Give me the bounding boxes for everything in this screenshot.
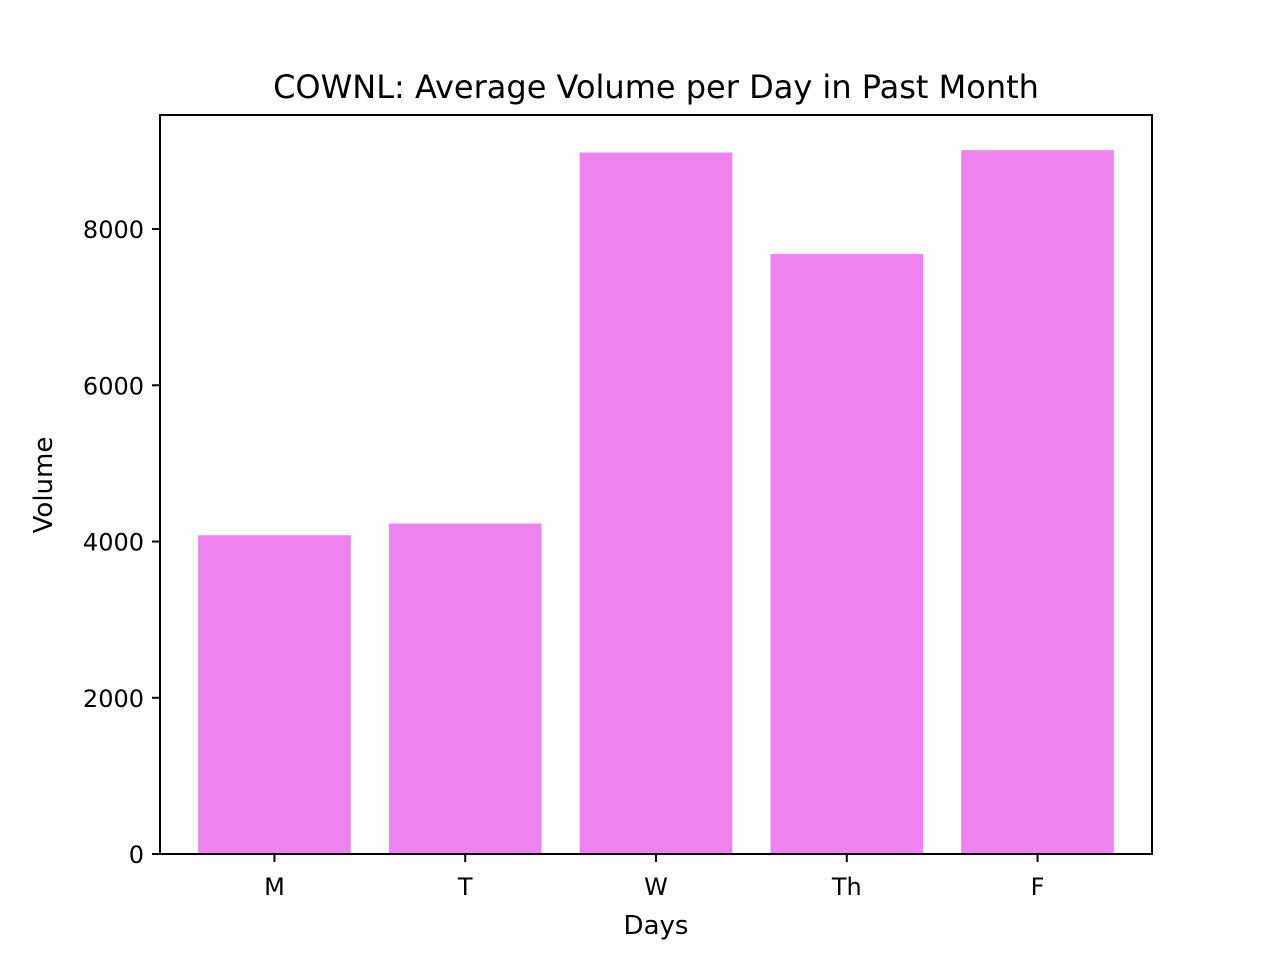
x-tick-label: T xyxy=(457,873,473,901)
bar-th xyxy=(770,254,924,855)
y-tick-label: 8000 xyxy=(83,216,144,244)
x-axis-ticks: M T W Th F xyxy=(264,854,1044,901)
bar-f xyxy=(961,150,1114,855)
chart-title: COWNL: Average Volume per Day in Past Mo… xyxy=(273,68,1039,106)
y-tick-label: 0 xyxy=(129,841,144,869)
x-tick-label: M xyxy=(264,873,285,901)
y-tick-label: 6000 xyxy=(83,372,144,400)
x-tick-label: F xyxy=(1031,873,1045,901)
bar-t xyxy=(388,523,542,854)
y-tick-label: 4000 xyxy=(83,529,144,557)
x-tick-label: Th xyxy=(831,873,862,901)
bar-m xyxy=(198,535,351,854)
y-tick-label: 2000 xyxy=(83,685,144,713)
y-axis-label: Volume xyxy=(29,437,59,534)
x-tick-label: W xyxy=(644,873,668,901)
bar-w xyxy=(579,152,733,854)
x-axis-label: Days xyxy=(624,911,689,941)
plot-area-frame xyxy=(159,114,1153,855)
bars-group xyxy=(198,150,1114,855)
y-axis-ticks: 0 2000 4000 6000 8000 xyxy=(83,216,160,869)
